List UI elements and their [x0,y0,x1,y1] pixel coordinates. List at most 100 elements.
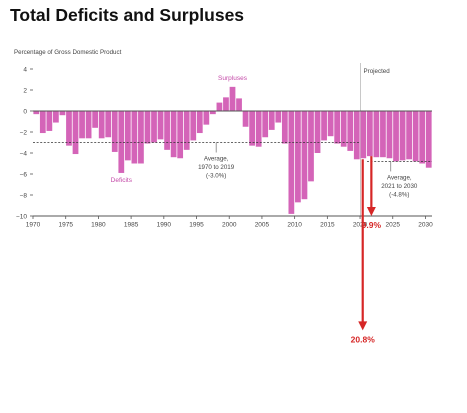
bar-2014 [321,111,327,141]
bar-2027 [406,111,412,160]
surpluses-label: Surpluses [218,75,248,82]
bar-1974 [59,111,66,116]
bar-1970 [33,111,40,115]
x-tick-label: 2015 [320,222,335,229]
bar-1978 [85,111,92,139]
bar-2001 [236,98,242,111]
projected-average-label: Average, [387,174,412,181]
historical-average-label: (-3.0%) [206,173,226,180]
bar-1981 [105,111,112,138]
bar-2018 [347,111,354,151]
arrow-layer: 9.9% 20.8% [351,156,382,344]
bar-2010 [295,111,301,203]
bar-1987 [144,111,151,144]
deficits-label: Deficits [111,177,133,184]
bar-1972 [46,111,53,131]
bar-2025 [393,111,399,162]
arrow-head [366,206,376,216]
bar-1989 [157,111,164,140]
bar-1980 [98,111,105,139]
bar-1988 [151,111,157,143]
y-tick-label: −10 [16,213,27,220]
bar-2013 [314,111,321,153]
bar-2020 [360,111,367,159]
y-tick-label: −6 [20,171,28,178]
bar-2024 [386,111,393,159]
bar-2022 [373,111,380,158]
x-tick-label: 2030 [418,222,433,229]
bar-2030 [425,111,432,168]
bar-2023 [380,111,386,158]
x-tick-label: 1975 [58,222,73,229]
bar-1979 [92,111,99,128]
projected-average-label: 2021 to 2030 [381,183,418,190]
x-tick-label: 2000 [222,222,237,229]
bar-2028 [412,111,419,162]
bar-2005 [262,111,269,138]
axis-layer: 4 2 0 −2 −4 −6 −8 −10 1970 1975 1980 1985 1990 1995 20… [16,66,433,228]
y-axis-label: Percentage of Gross Domestic Product [14,49,122,56]
bar-2021 [366,111,373,157]
x-tick-label: 1970 [26,222,41,229]
x-tick-label: 1980 [91,222,106,229]
x-tick-label: 2025 [386,222,401,229]
bar-1998 [216,102,223,111]
arrow-head [358,321,368,331]
historical-average-label: Average, [204,156,229,163]
projected-label: Projected [364,68,391,75]
projected-average-label: (-4.8%) [389,191,409,198]
bar-1994 [190,111,197,141]
y-tick-label: 2 [23,87,27,94]
bar-1982 [111,111,118,152]
bar-1992 [177,111,184,159]
bar-1975 [66,111,72,146]
page-title: Total Deficits and Surpluses [10,5,245,25]
bar-2019 [353,111,360,160]
bar-1977 [79,111,85,139]
x-tick-label: 1995 [189,222,204,229]
bar-2011 [301,111,308,200]
bar-1991 [170,111,177,158]
historical-average-label: 1970 to 2019 [198,164,235,171]
bar-2029 [419,111,426,164]
bar-2008 [281,111,288,144]
bar-2017 [340,111,347,147]
bar-2016 [334,111,341,144]
bar-2004 [255,111,262,147]
y-tick-label: −8 [20,192,28,199]
bar-1984 [124,111,131,161]
bar-2000 [229,86,236,111]
y-tick-label: −2 [20,129,28,136]
bar-1993 [183,111,190,150]
bar-2006 [268,111,275,130]
bar-2026 [399,111,406,161]
bar-1997 [210,111,216,115]
bar-1990 [164,111,170,150]
y-tick-label: −4 [20,150,28,157]
bar-2002 [242,111,249,127]
bar-1976 [72,111,79,155]
bar-1983 [118,111,125,173]
y-tick-label: 4 [23,66,27,73]
x-tick-label: 2020 [353,222,368,229]
bar-2009 [288,111,295,214]
bar-1986 [138,111,144,164]
bar-2012 [308,111,314,182]
y-tick-label: 0 [23,108,27,115]
x-tick-label: 2010 [287,222,302,229]
x-tick-label: 1990 [157,222,172,229]
bar-1973 [53,111,59,123]
bar-1971 [39,111,46,134]
x-tick-label: 2005 [255,222,270,229]
bar-1985 [131,111,138,164]
bar-1995 [196,111,203,134]
bar-2015 [327,111,334,137]
x-tick-label: 1985 [124,222,139,229]
bar-1999 [223,97,229,111]
bar-1996 [203,111,210,125]
arrow-value-label: 20.8% [351,334,376,344]
bar-2007 [275,111,282,123]
arrow-value-label: 9.9% [362,220,382,230]
